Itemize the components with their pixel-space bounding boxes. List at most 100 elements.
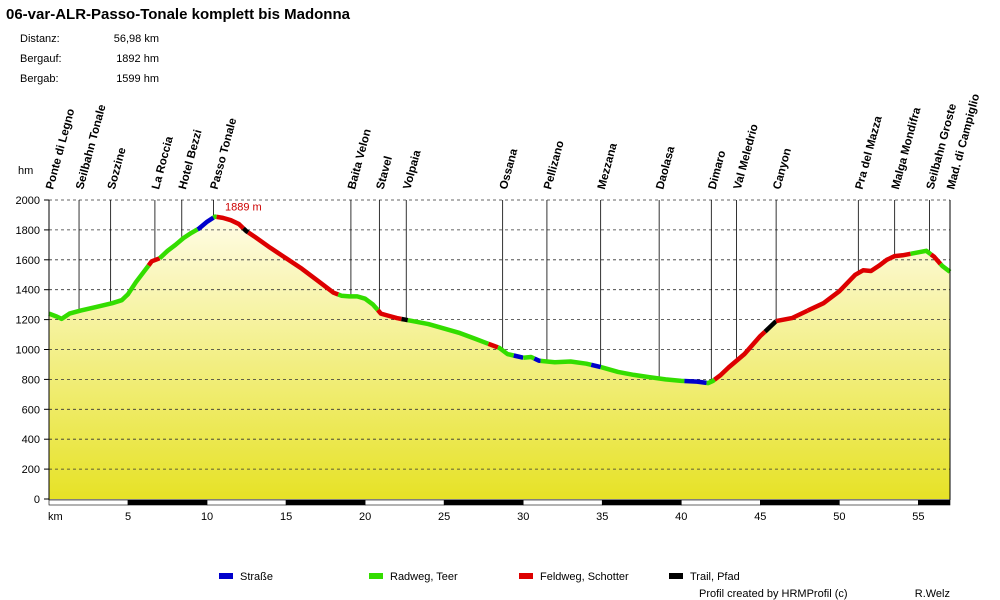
profile-segment-strasse — [590, 362, 602, 370]
waypoint-label: Mezzana — [596, 141, 620, 190]
waypoint-label: Ossana — [498, 147, 521, 191]
waypoint-label: Sozzine — [106, 146, 129, 190]
waypoint-label: Seilbahn Tonale — [74, 103, 108, 190]
stat-climb-value: 1892 hm — [116, 53, 159, 65]
profile-segment-radweg — [705, 377, 716, 386]
elevation-fill — [49, 216, 950, 499]
waypoint-label: Ponte di Legno — [44, 107, 77, 190]
waypoint-label: Dimaro — [707, 149, 729, 190]
x-tick-label: 30 — [517, 511, 529, 523]
x-tick-label: 20 — [359, 511, 371, 523]
x-tick-label: 45 — [754, 511, 766, 523]
x-tick-label: 55 — [912, 511, 924, 523]
waypoint-label: Passo Tonale — [209, 117, 240, 191]
y-tick-label: 1000 — [16, 345, 40, 357]
waypoint-label: Pra del Mazza — [854, 114, 885, 191]
waypoint-label: Canyon — [771, 147, 794, 191]
profile-segment-radweg — [407, 317, 490, 346]
author-text: R.Welz — [915, 588, 950, 600]
profile-segment-radweg — [48, 264, 151, 322]
scale-band — [206, 499, 287, 506]
profile-segment-feldweg — [775, 308, 809, 324]
stat-descent-value: 1599 hm — [116, 73, 159, 85]
profile-line — [48, 214, 952, 386]
axes — [48, 200, 951, 506]
legend-swatch-trail — [669, 573, 683, 579]
profile-segment-radweg — [337, 292, 380, 312]
credit-text: Profil created by HRMProfil (c) — [699, 588, 848, 600]
profile-segment-strasse — [196, 215, 215, 232]
profile-segment-radweg — [910, 248, 933, 257]
x-tick-label: 50 — [833, 511, 845, 523]
scale-band — [522, 499, 603, 506]
profile-segment-strasse — [533, 356, 542, 364]
legend-label-strasse: Straße — [240, 571, 273, 583]
elevation-area — [49, 216, 950, 499]
profile-segment-radweg — [599, 364, 685, 384]
x-tick-label: 35 — [596, 511, 608, 523]
x-tick-label: 40 — [675, 511, 687, 523]
scale-band — [285, 499, 366, 506]
scale-band — [364, 499, 445, 506]
scale-band — [443, 499, 524, 506]
profile-segment-radweg — [212, 214, 218, 220]
waypoint-label: Stavel — [375, 155, 395, 191]
y-tick-label: 1600 — [16, 255, 40, 267]
y-tick-label: 1800 — [16, 225, 40, 237]
x-tick-label: 15 — [280, 511, 292, 523]
waypoint-label: Hotel Bezzi — [177, 128, 204, 190]
profile-segment-strasse — [513, 353, 524, 360]
legend-swatch-strasse — [219, 573, 233, 579]
y-tick-label: 400 — [22, 434, 40, 446]
scale-band — [48, 499, 129, 506]
profile-segment-feldweg — [806, 251, 911, 313]
y-tick-label: 2000 — [16, 195, 40, 207]
y-tick-label: 200 — [22, 464, 40, 476]
waypoint-label: Volpaia — [402, 148, 424, 190]
max-elevation-label: 1889 m — [225, 202, 262, 214]
scale-band — [601, 499, 682, 506]
scale-band — [680, 499, 761, 506]
scale-band — [839, 499, 919, 506]
profile-segment-radweg — [540, 358, 592, 367]
y-tick-label: 600 — [22, 404, 40, 416]
legend-label-radweg: Radweg, Teer — [390, 571, 458, 583]
stat-distance-value: 56,98 km — [114, 33, 159, 45]
stat-climb-label: Bergauf: — [20, 53, 62, 65]
waypoint-label: Pellizano — [542, 140, 566, 191]
x-tick-labels: 5 10 15 20 25 30 35 40 45 50 55 — [125, 511, 925, 523]
profile-segment-feldweg — [376, 308, 402, 322]
stat-descent-label: Bergab: — [20, 73, 59, 85]
waypoint-label: La Roccia — [150, 135, 176, 191]
scale-band — [760, 499, 840, 506]
waypoint-label: Daolasa — [654, 144, 677, 190]
profile-segment-feldweg — [487, 341, 499, 350]
waypoint-label: Val Meledrio — [732, 123, 761, 191]
scale-band — [918, 499, 951, 506]
y-tick-label: 1200 — [16, 315, 40, 327]
profile-segment-radweg — [938, 262, 952, 274]
legend-label-trail: Trail, Pfad — [690, 571, 740, 583]
profile-segment-radweg — [158, 227, 199, 260]
y-tick-labels: 0 200 400 600 800 1000 1200 1400 1600 1800 2000 — [16, 195, 49, 506]
profile-segment-feldweg — [713, 329, 767, 382]
profile-segment-feldweg — [246, 230, 340, 297]
profile-segment-trail — [401, 316, 409, 323]
profile-segment-radweg — [497, 345, 515, 358]
x-axis-label: km — [48, 511, 63, 523]
legend: Straße Radweg, Teer Feldweg, Schotter Tr… — [219, 571, 740, 583]
profile-segment-radweg — [523, 354, 536, 361]
y-tick-label: 1400 — [16, 285, 40, 297]
x-tick-label: 10 — [201, 511, 213, 523]
waypoint-label: Baita Velon — [346, 128, 374, 191]
chart-title: 06-var-ALR-Passo-Tonale komplett bis Mad… — [6, 6, 351, 23]
legend-swatch-feldweg — [519, 573, 533, 579]
profile-segment-feldweg — [146, 256, 161, 267]
profile-segment-trail — [241, 226, 250, 235]
scale-band — [127, 499, 208, 506]
profile-segment-feldweg — [929, 252, 943, 266]
profile-segment-strasse — [684, 378, 707, 386]
x-tick-label: 5 — [125, 511, 131, 523]
